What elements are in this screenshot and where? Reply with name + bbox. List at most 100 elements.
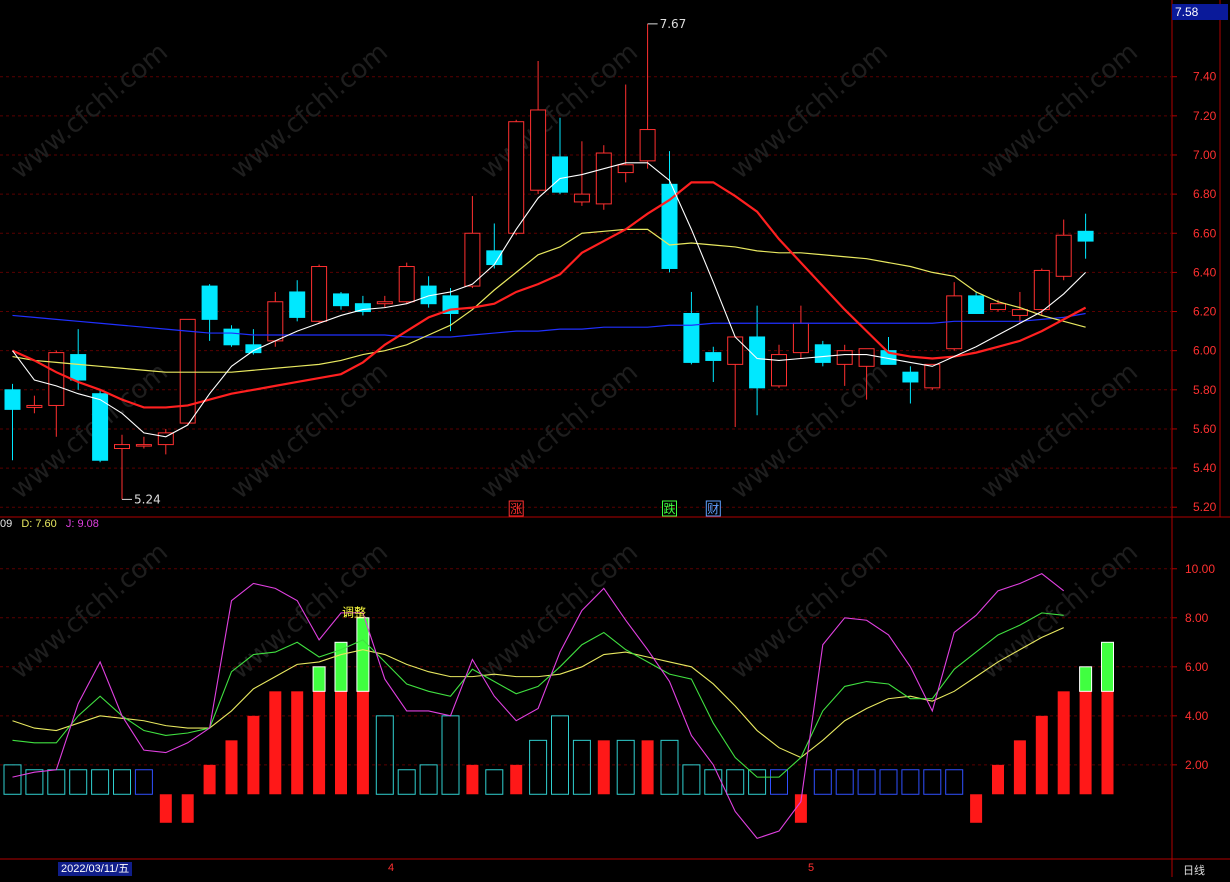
candle [530,61,547,195]
indicator-bar-green [334,641,348,692]
event-tag-label: 涨 [510,501,522,516]
indicator-bar-negative [159,794,172,823]
indicator-bar [1013,740,1026,795]
candle [398,262,415,304]
indicator-tick-label: 8.00 [1185,611,1209,625]
price-tick-label: 5.40 [1193,461,1217,475]
candle [157,428,174,455]
cursor-date-badge: 2022/03/11/五 [58,862,133,876]
indicator-bar [3,764,22,795]
indicator-bar-outline [923,769,942,795]
period-label[interactable]: 日线 [1183,864,1205,877]
candle [420,276,437,308]
candle-body [157,432,174,446]
indicator-bar [510,764,523,795]
kdj-k-value: 09 [0,518,13,530]
candle [223,325,240,347]
candle [486,223,503,269]
candle [749,305,766,416]
candle-body [26,404,43,408]
candle-body [1077,230,1094,242]
indicator-tick-label: 2.00 [1185,758,1209,772]
candle-body [201,285,218,320]
candle-body [333,293,349,307]
candle-body [727,336,744,365]
indicator-bar-outline [879,769,898,795]
indicator-bar-green [1079,666,1093,692]
kdj-k-line [12,612,1064,778]
candle-body [836,350,853,365]
kdj-j-line [12,573,1065,840]
indicator-bar [225,740,238,795]
candle [661,151,678,273]
price-tick-label: 7.00 [1193,148,1217,162]
indicator-bar-outline [901,769,920,795]
indicator-bar [203,764,216,795]
indicator-bar [335,691,347,795]
ma10-line [12,181,1087,409]
candle [902,366,919,404]
candle-body [48,352,65,406]
indicator-bar [529,739,548,795]
ma60-line [12,312,1086,338]
indicator-bar-outline [91,769,110,795]
event-tag-box [662,500,677,517]
candle-body [924,363,941,389]
candle [880,336,897,365]
candle [946,282,963,351]
indicator-bar [375,715,394,795]
candle-body [595,152,612,205]
indicator-bar [597,740,610,795]
candle-body [508,121,525,234]
candle-body [771,354,787,387]
candle-body [990,303,1006,311]
candle-body [311,266,328,322]
price-tick-label: 6.80 [1193,187,1217,201]
indicator-bar [313,691,326,795]
candle-body [245,344,262,354]
indicator-bar-outline [945,769,964,795]
watermark-text: www.cfchi.com [5,357,174,505]
candle-body [1033,269,1050,311]
indicator-bar-outline [69,769,88,795]
candle [114,434,130,500]
indicator-bar [1057,691,1070,795]
indicator-bar-negative [794,794,807,823]
candle [201,284,218,341]
indicator-bar-negative [970,794,983,823]
indicator-bar [247,715,260,795]
price-tick-label: 6.60 [1193,226,1217,240]
indicator-bar [660,739,679,795]
indicator-bar [356,691,369,795]
indicator-tick-label: 4.00 [1185,709,1209,723]
candle-body [530,109,547,191]
price-tick-label: 7.40 [1193,70,1217,84]
candle-body [814,344,831,363]
candle-body [376,301,393,305]
watermark-text: www.cfchi.com [475,357,644,505]
candle [924,363,941,390]
candle-body [289,291,306,318]
event-tag-box [508,500,524,517]
candle [683,291,700,365]
kdj-d-line [12,627,1064,759]
indicator-bar-outline [835,769,854,795]
candle-body [398,266,415,303]
candle [1077,213,1094,259]
candle [135,436,152,449]
indicator-bar-outline [113,769,131,795]
candle [92,389,109,463]
indicator-bar-green [312,666,326,692]
watermark-text: www.cfchi.com [975,537,1144,685]
indicator-bar [616,739,635,795]
candle-body [792,322,809,354]
candle-body [4,389,21,410]
candle [311,264,328,324]
candle [639,23,656,169]
candle [814,340,831,367]
price-tick-label: 5.20 [1193,500,1217,514]
indicator-bar-outline [47,769,66,795]
indicator-bar [1035,715,1048,795]
